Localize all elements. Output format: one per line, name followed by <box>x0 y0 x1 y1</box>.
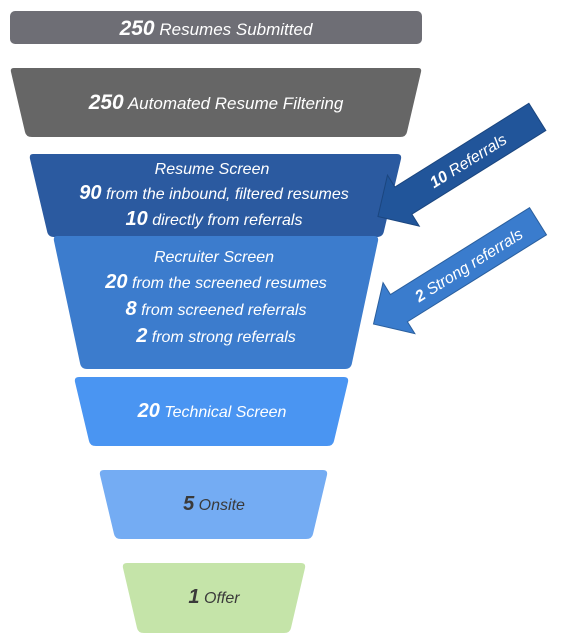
stage-count: 10 <box>126 208 148 230</box>
stage-count: 250 <box>119 17 155 40</box>
stage-shape <box>10 68 422 137</box>
stage-count: 1 <box>188 586 199 608</box>
stage-count: 20 <box>137 400 160 422</box>
stage-count: 90 <box>79 182 101 204</box>
stage-detail-text: from screened referrals <box>137 302 307 319</box>
stage-shape <box>10 11 422 44</box>
stage-detail: 8 from screened referrals <box>126 298 307 320</box>
stage-count: 8 <box>126 298 138 320</box>
stage-offer: 1 Offer <box>122 563 306 633</box>
stage-title: Resume Screen <box>155 161 270 178</box>
arrow-label: 2 Strong referrals <box>412 226 527 306</box>
stage-detail-text: from the inbound, filtered resumes <box>102 186 349 203</box>
stage-shape <box>99 470 328 539</box>
stage-technical-screen: 20 Technical Screen <box>74 377 349 446</box>
stage-title: Onsite <box>194 497 245 514</box>
stage-detail: 20 from the screened resumes <box>104 271 326 293</box>
stage-title: Recruiter Screen <box>154 249 274 266</box>
stage-title: Offer <box>200 590 241 607</box>
stage-detail-text: from strong referrals <box>147 329 295 346</box>
arrow-shape <box>372 206 548 335</box>
stage-detail: 10 directly from referrals <box>126 208 303 230</box>
stage-count: 5 <box>183 493 195 515</box>
stage-resume-screen: Resume Screen 90 from the inbound, filte… <box>29 154 402 237</box>
stage-title: Resumes Submitted <box>155 20 313 39</box>
stage-label: Resume Screen <box>155 161 270 178</box>
stage-title: Automated Resume Filtering <box>124 94 344 113</box>
stage-label: 250 Automated Resume Filtering <box>88 91 344 114</box>
stage-count: 250 <box>88 91 124 114</box>
stage-automated-filtering: 250 Automated Resume Filtering <box>10 68 422 137</box>
stage-detail: 90 from the inbound, filtered resumes <box>79 182 348 204</box>
stage-label: 250 Resumes Submitted <box>119 17 313 40</box>
arrow-count: 10 <box>427 168 451 192</box>
arrow-shape <box>377 102 547 227</box>
stage-detail-text: directly from referrals <box>148 212 303 229</box>
stage-label: 5 Onsite <box>183 493 245 515</box>
stage-shape <box>29 154 402 237</box>
stage-detail: 2 from strong referrals <box>135 325 296 347</box>
arrow-title: Strong referrals <box>420 226 526 301</box>
stage-count: 20 <box>104 271 127 293</box>
stage-title: Technical Screen <box>160 404 287 421</box>
stage-shape <box>74 377 349 446</box>
stage-shape <box>53 236 379 369</box>
stage-shape <box>122 563 306 633</box>
stage-label: Recruiter Screen <box>154 249 274 266</box>
stage-detail-text: from the screened resumes <box>128 275 327 292</box>
stage-label: 1 Offer <box>188 586 240 608</box>
stage-label: 20 Technical Screen <box>137 400 287 422</box>
stage-recruiter-screen: Recruiter Screen 20 from the screened re… <box>53 236 379 369</box>
stage-count: 2 <box>135 325 147 347</box>
stage-resumes-submitted: 250 Resumes Submitted <box>10 11 422 44</box>
stage-onsite: 5 Onsite <box>99 470 328 539</box>
